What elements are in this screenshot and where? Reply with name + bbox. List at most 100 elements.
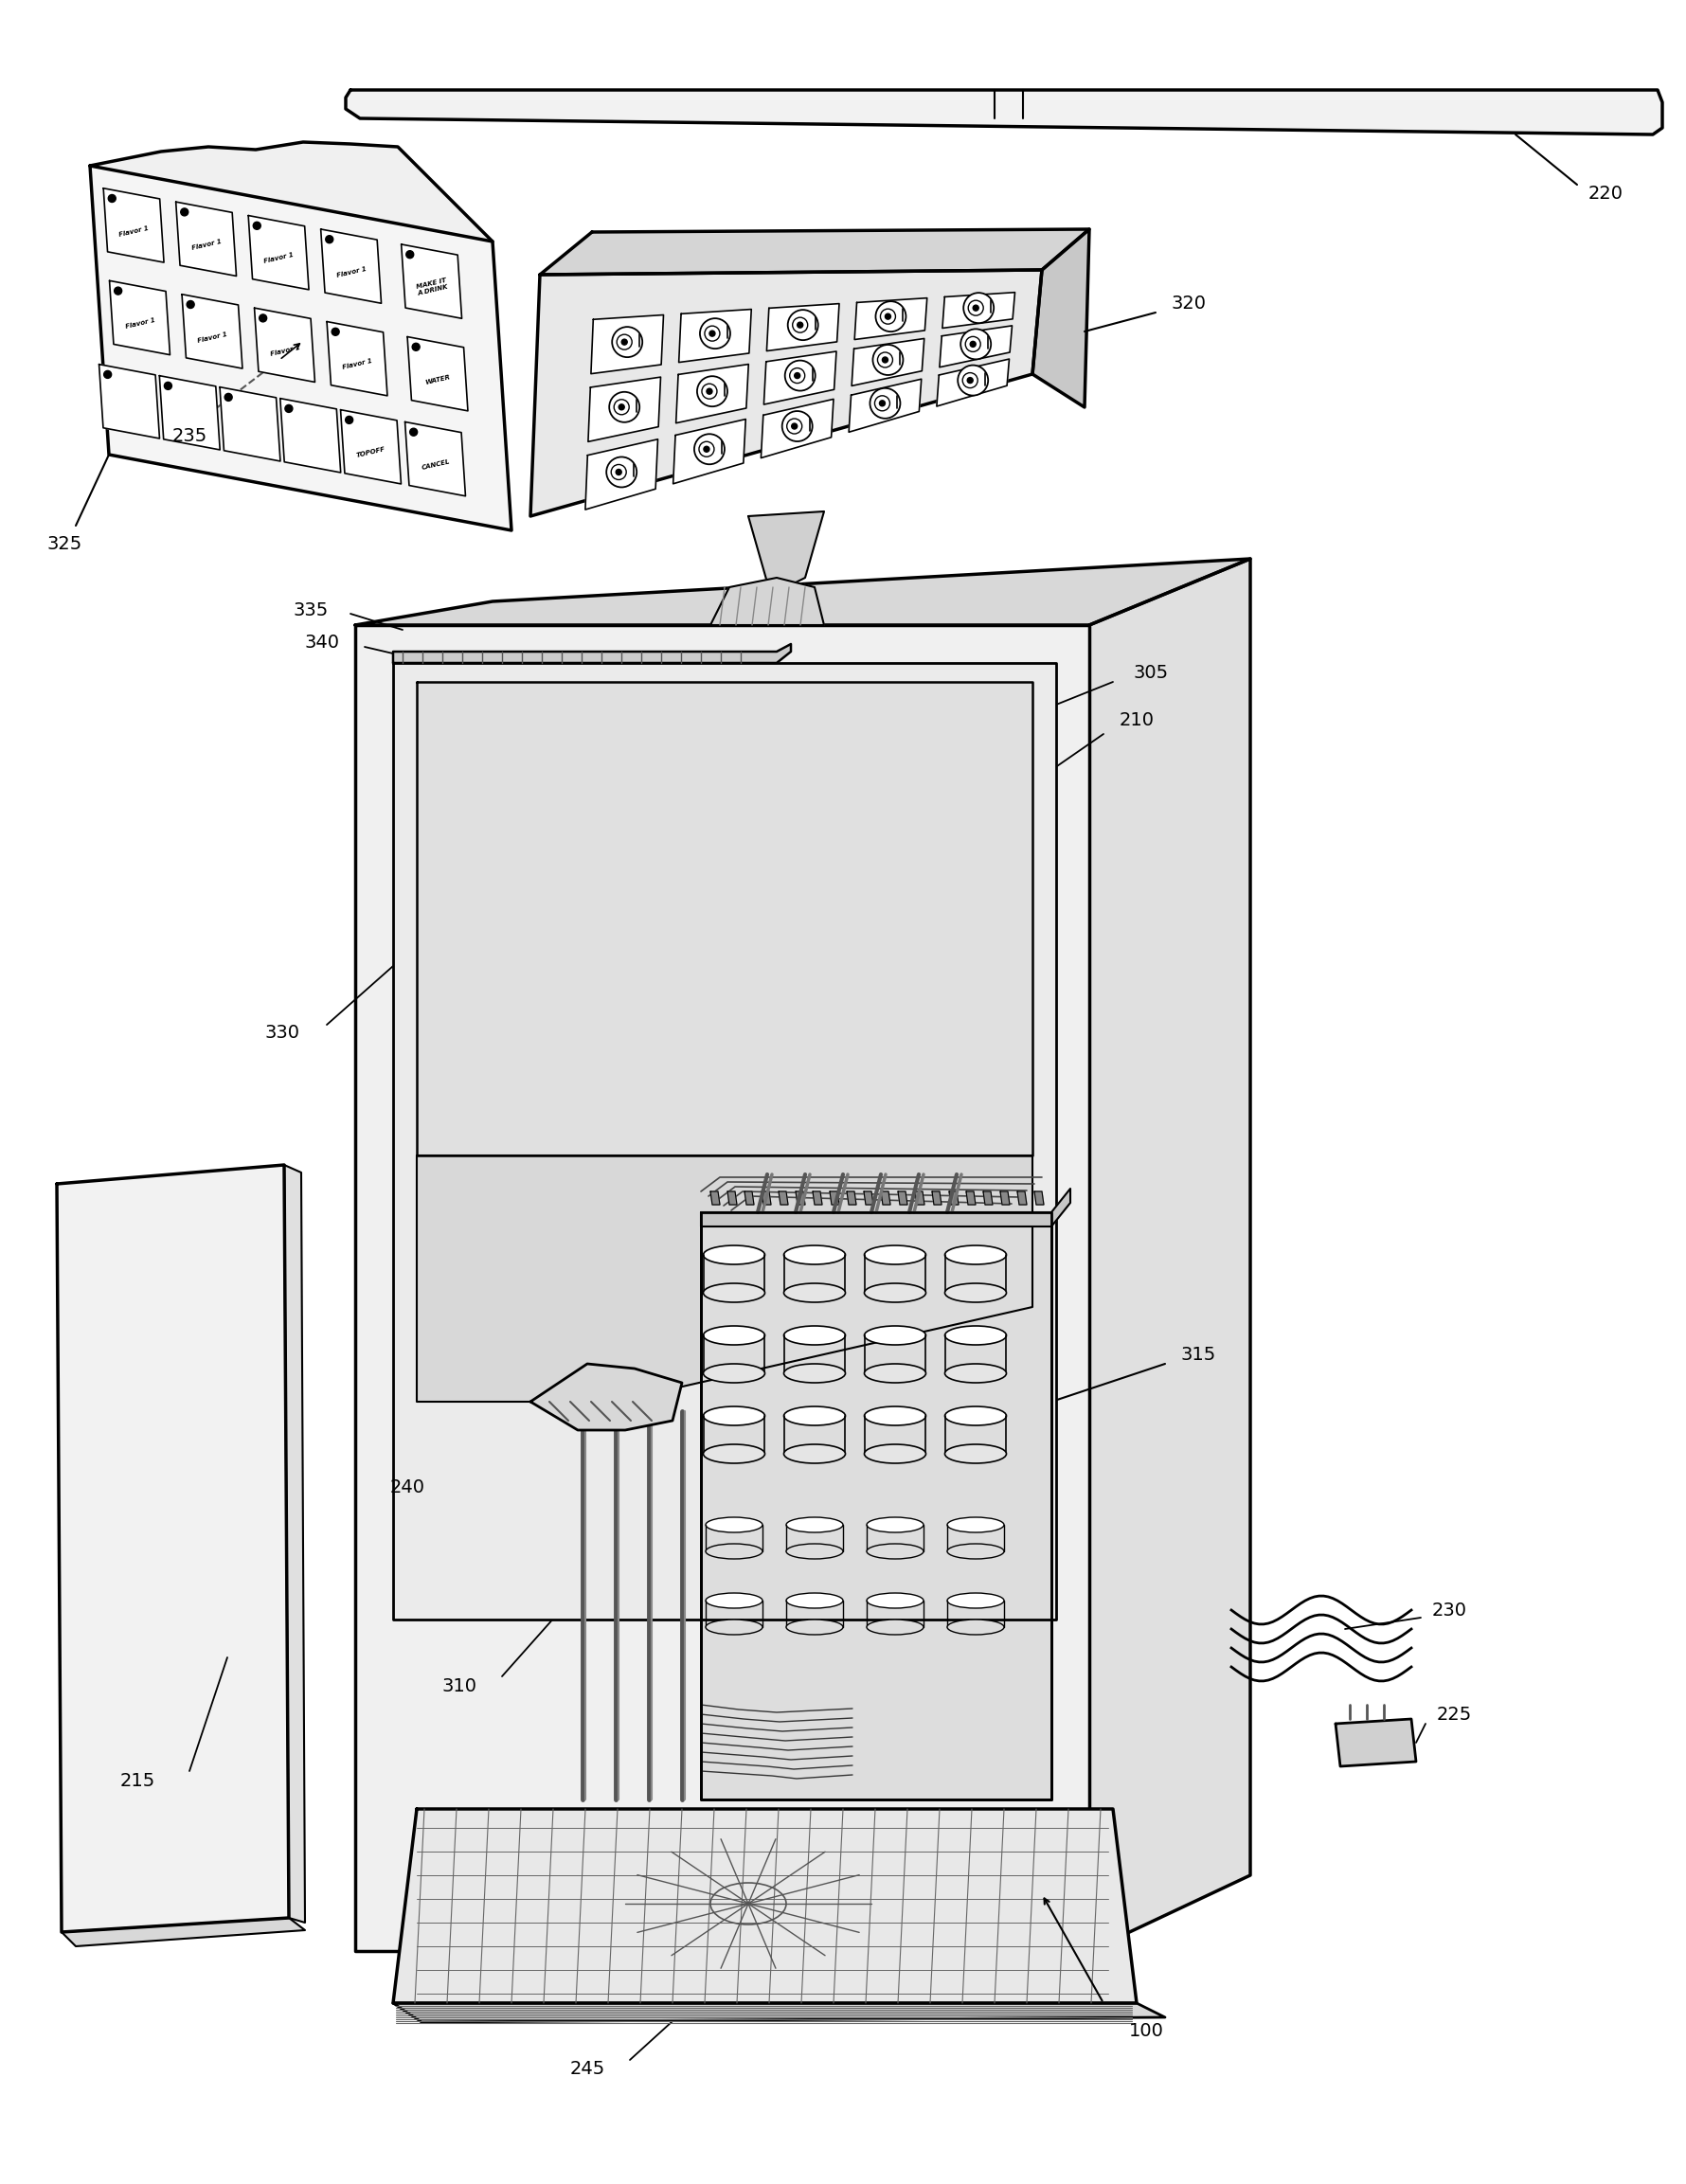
Circle shape (968, 301, 983, 314)
Polygon shape (175, 201, 236, 275)
Polygon shape (219, 387, 280, 461)
Polygon shape (327, 321, 388, 395)
Text: Flavor 1: Flavor 1 (342, 358, 373, 371)
Circle shape (696, 376, 727, 406)
Ellipse shape (703, 1245, 765, 1265)
Circle shape (703, 446, 710, 452)
Polygon shape (592, 314, 664, 373)
Text: Flavor 1: Flavor 1 (125, 317, 155, 330)
Circle shape (607, 456, 637, 487)
Ellipse shape (703, 1363, 765, 1382)
Ellipse shape (865, 1245, 926, 1265)
Circle shape (164, 382, 172, 389)
Ellipse shape (867, 1518, 924, 1533)
Polygon shape (255, 308, 315, 382)
Polygon shape (915, 1192, 924, 1206)
Polygon shape (1017, 1192, 1027, 1206)
Ellipse shape (867, 1592, 924, 1607)
Text: TOPOFF: TOPOFF (356, 446, 386, 459)
Ellipse shape (703, 1444, 765, 1463)
Polygon shape (855, 297, 927, 339)
Text: 335: 335 (293, 603, 329, 620)
Ellipse shape (944, 1284, 1007, 1302)
Circle shape (958, 365, 988, 395)
Text: 100: 100 (1128, 2022, 1163, 2040)
Ellipse shape (784, 1284, 845, 1302)
Ellipse shape (865, 1363, 926, 1382)
Circle shape (622, 339, 627, 345)
Polygon shape (62, 1918, 305, 1946)
Circle shape (961, 330, 991, 360)
Circle shape (614, 400, 629, 415)
Polygon shape (1335, 1719, 1416, 1767)
Circle shape (115, 286, 121, 295)
Polygon shape (779, 1192, 787, 1206)
Polygon shape (1000, 1192, 1010, 1206)
Text: MAKE IT
A DRINK: MAKE IT A DRINK (415, 277, 448, 297)
Polygon shape (405, 422, 465, 496)
Polygon shape (899, 1192, 907, 1206)
Polygon shape (588, 378, 661, 441)
Circle shape (880, 308, 895, 323)
Ellipse shape (948, 1544, 1005, 1559)
Circle shape (797, 323, 803, 328)
Polygon shape (813, 1192, 823, 1206)
Text: Flavor 1: Flavor 1 (263, 251, 295, 264)
Polygon shape (99, 365, 160, 439)
Circle shape (786, 360, 816, 391)
Ellipse shape (706, 1592, 762, 1607)
Circle shape (880, 400, 885, 406)
Text: 240: 240 (389, 1479, 425, 1496)
Circle shape (187, 301, 194, 308)
Polygon shape (57, 1164, 288, 1933)
Circle shape (410, 428, 418, 437)
Polygon shape (393, 2003, 1165, 2022)
Circle shape (700, 441, 715, 456)
Circle shape (700, 319, 730, 349)
Circle shape (253, 223, 261, 229)
Circle shape (791, 424, 797, 428)
Circle shape (260, 314, 266, 321)
Polygon shape (701, 1188, 1071, 1227)
Polygon shape (673, 419, 745, 485)
Circle shape (787, 419, 803, 435)
Ellipse shape (944, 1363, 1007, 1382)
Polygon shape (103, 188, 164, 262)
Polygon shape (851, 339, 924, 387)
Ellipse shape (867, 1621, 924, 1634)
Polygon shape (408, 336, 469, 411)
Polygon shape (585, 439, 658, 509)
Circle shape (963, 293, 993, 323)
Text: 310: 310 (442, 1677, 477, 1695)
Circle shape (873, 345, 904, 376)
Text: WATER: WATER (425, 373, 452, 384)
Circle shape (612, 328, 642, 358)
Text: Flavor 1: Flavor 1 (336, 266, 368, 277)
Ellipse shape (706, 1544, 762, 1559)
Circle shape (332, 328, 339, 336)
Polygon shape (110, 282, 170, 354)
Circle shape (406, 251, 413, 258)
Polygon shape (160, 376, 219, 450)
Polygon shape (830, 1192, 840, 1206)
Polygon shape (182, 295, 243, 369)
Text: 330: 330 (265, 1024, 300, 1042)
Text: Flavor 1: Flavor 1 (197, 332, 228, 343)
Ellipse shape (948, 1621, 1005, 1634)
Polygon shape (701, 1212, 1052, 1800)
Polygon shape (966, 1192, 976, 1206)
Polygon shape (393, 664, 1055, 1621)
Circle shape (885, 314, 890, 319)
Text: Flavor 1: Flavor 1 (270, 345, 300, 356)
Ellipse shape (944, 1326, 1007, 1345)
Circle shape (969, 341, 976, 347)
Ellipse shape (784, 1326, 845, 1345)
Circle shape (610, 465, 626, 480)
Polygon shape (942, 293, 1015, 328)
Ellipse shape (865, 1444, 926, 1463)
Polygon shape (727, 1192, 737, 1206)
Circle shape (609, 391, 639, 422)
Ellipse shape (865, 1406, 926, 1426)
Polygon shape (341, 411, 401, 485)
Polygon shape (760, 400, 833, 459)
